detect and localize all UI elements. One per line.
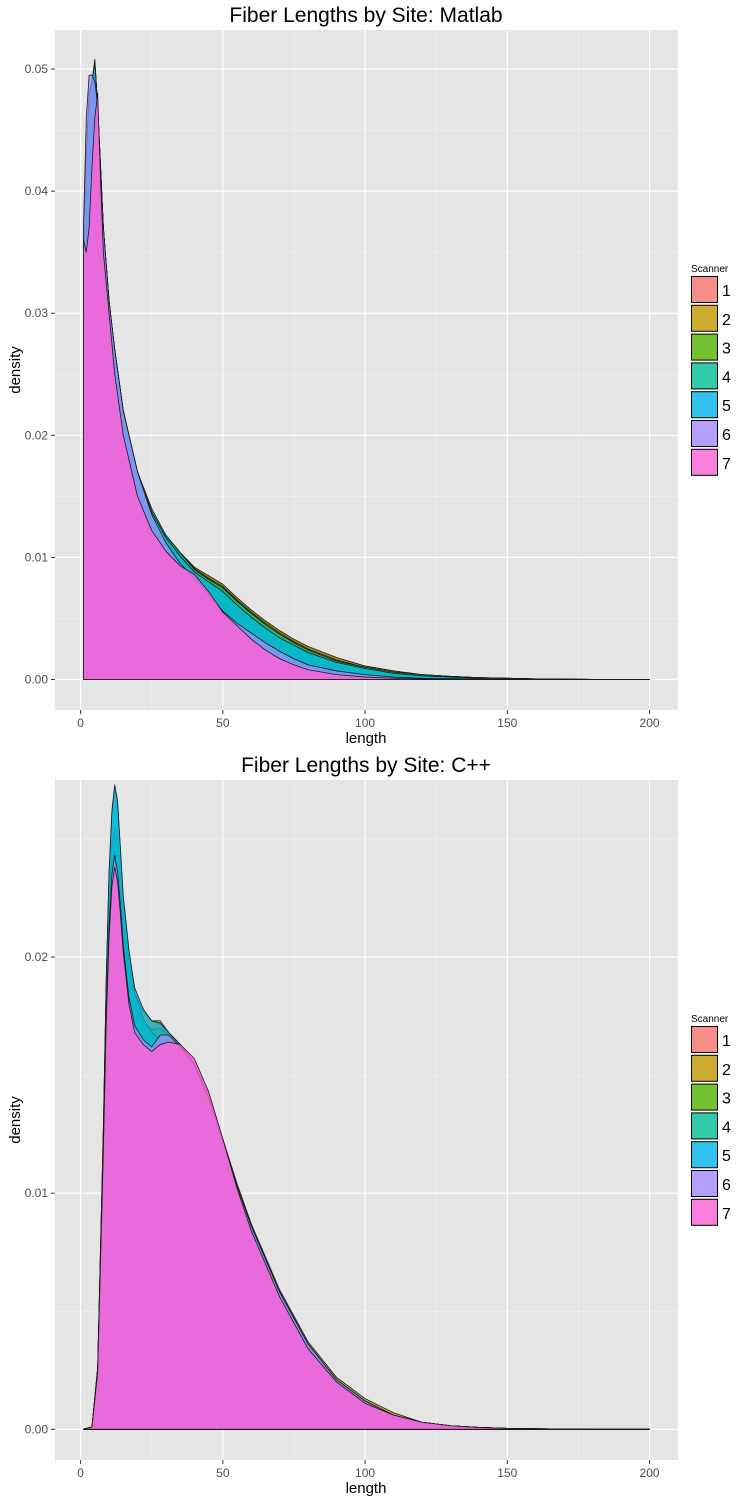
legend-label: 5	[722, 398, 731, 415]
chart-panel-cpp: Fiber Lengths by Site: C++ 0.000.010.02 …	[7, 754, 731, 1497]
y-tick-label: 0.02	[25, 428, 49, 442]
y-axis-label: density	[7, 346, 24, 394]
legend-swatch	[691, 420, 718, 447]
x-tick-label: 200	[640, 1466, 660, 1480]
y-tick-label: 0.04	[25, 184, 49, 198]
legend-label: 2	[722, 312, 731, 329]
y-axis-label: density	[7, 1096, 24, 1144]
legend-swatch	[691, 1198, 718, 1226]
x-tick-label: 100	[355, 716, 375, 730]
legend-swatch	[691, 1026, 718, 1053]
legend-title: Scanner	[691, 1014, 729, 1025]
density-areas	[83, 58, 650, 680]
legend-swatch	[691, 1170, 718, 1197]
x-tick-label: 100	[355, 1466, 375, 1480]
y-axis: 0.00 0.01 0.02 0.03 0.04 0.05	[25, 62, 55, 686]
x-tick-label: 0	[77, 716, 84, 730]
x-axis-label: length	[346, 1480, 387, 1497]
legend-item-7: 7	[691, 448, 731, 476]
x-axis-label: length	[346, 730, 387, 747]
legend-label: 4	[722, 1119, 731, 1136]
x-tick-label: 200	[640, 716, 660, 730]
legend-swatch	[691, 1054, 718, 1082]
x-axis: 0 50 100 150 200	[77, 1460, 660, 1480]
legend-label: 4	[722, 369, 731, 386]
x-tick-label: 150	[497, 716, 517, 730]
legend-item-4: 4	[691, 1112, 731, 1140]
legend-swatch	[691, 362, 718, 390]
legend-label: 5	[722, 1148, 731, 1165]
legend-item-3: 3	[691, 1083, 731, 1111]
legend-label: 6	[722, 427, 731, 444]
y-tick-label: 0.01	[25, 1186, 49, 1200]
y-tick-label: 0.03	[25, 306, 49, 320]
legend-swatch	[691, 333, 718, 361]
legend-title: Scanner	[691, 264, 729, 275]
x-tick-label: 50	[216, 1466, 230, 1480]
legend-label: 6	[722, 1177, 731, 1194]
legend-item-4: 4	[691, 362, 731, 390]
y-tick-label: 0.05	[25, 62, 49, 76]
legend-item-1: 1	[691, 276, 731, 303]
legend-label: 7	[722, 1206, 731, 1223]
legend-scanner: Scanner 1 2 3 4 5 6 7	[691, 264, 731, 476]
y-tick-label: 0.00	[25, 1422, 49, 1436]
density-area-scanner-7	[83, 866, 650, 1430]
legend-label: 3	[722, 1091, 731, 1108]
legend-swatch	[691, 448, 718, 476]
legend-swatch	[691, 1141, 718, 1169]
legend-swatch	[691, 391, 718, 419]
legend-swatch	[691, 1083, 718, 1111]
chart-panel-matlab: Fiber Lengths by Site: Matlab 0.000.010.…	[7, 4, 731, 747]
y-tick-label: 0.00	[25, 672, 49, 686]
chart-title: Fiber Lengths by Site: Matlab	[229, 4, 502, 27]
x-tick-label: 50	[216, 716, 230, 730]
legend-swatch	[691, 304, 718, 332]
legend-item-6: 6	[691, 1170, 731, 1197]
legend-label: 1	[722, 1033, 731, 1050]
legend-swatch	[691, 1112, 718, 1140]
y-tick-label: 0.02	[25, 950, 49, 964]
legend-item-7: 7	[691, 1198, 731, 1226]
legend-item-1: 1	[691, 1026, 731, 1053]
y-axis: 0.00 0.01 0.02	[25, 950, 55, 1436]
legend-scanner: Scanner 1 2 3 4 5 6 7	[691, 1014, 731, 1226]
x-tick-label: 150	[497, 1466, 517, 1480]
legend-item-5: 5	[691, 391, 731, 419]
y-tick-label: 0.01	[25, 550, 49, 564]
density-areas	[83, 784, 650, 1430]
grid-lines	[55, 30, 678, 710]
legend-item-6: 6	[691, 420, 731, 447]
chart-title: Fiber Lengths by Site: C++	[241, 754, 491, 777]
x-tick-label: 0	[77, 1466, 84, 1480]
legend-label: 7	[722, 456, 731, 473]
legend-item-3: 3	[691, 333, 731, 361]
x-axis: 0 50 100 150 200	[77, 710, 660, 730]
legend-label: 1	[722, 283, 731, 300]
legend-item-5: 5	[691, 1141, 731, 1169]
legend-label: 2	[722, 1062, 731, 1079]
legend-item-2: 2	[691, 304, 731, 332]
legend-item-2: 2	[691, 1054, 731, 1082]
legend-swatch	[691, 276, 718, 303]
legend-label: 3	[722, 341, 731, 358]
density-area-scanner-7	[83, 93, 650, 680]
